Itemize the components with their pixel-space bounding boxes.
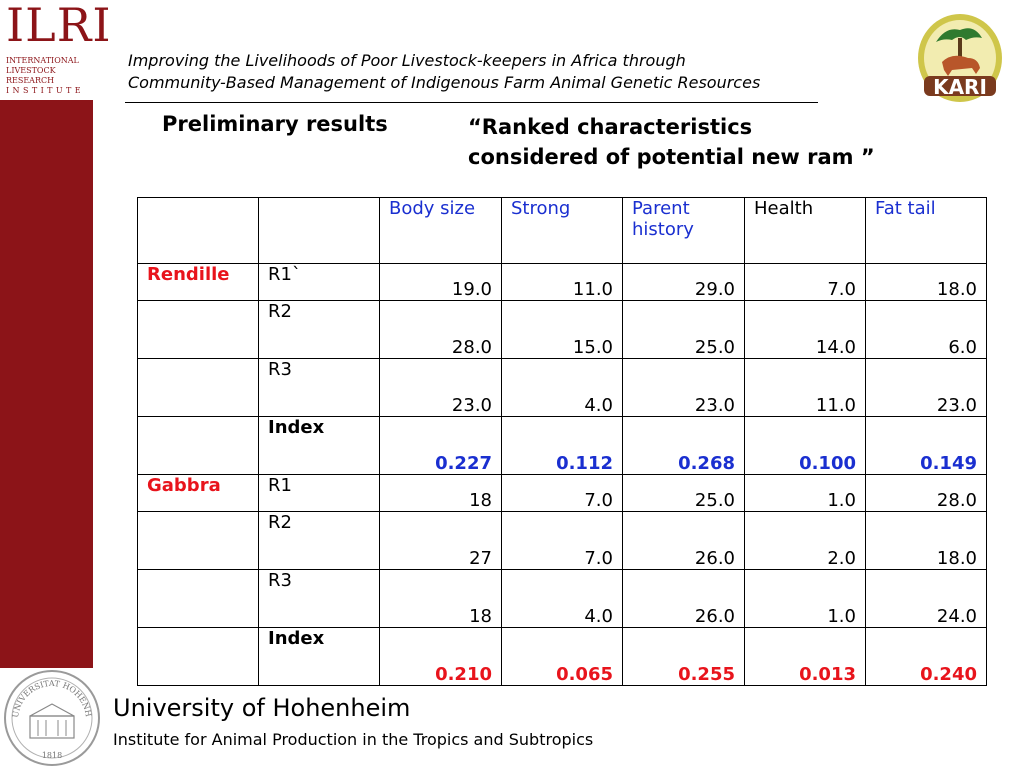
index-cell: 0.268 bbox=[622, 416, 745, 475]
ranking-table: Body size Strong Parent history Health F… bbox=[137, 197, 987, 686]
header-cell-empty-2 bbox=[258, 197, 380, 264]
index-cell: 0.240 bbox=[865, 627, 987, 686]
group-cell-empty bbox=[137, 416, 259, 475]
table-cell: 18 bbox=[379, 569, 502, 628]
row-label: R3 bbox=[258, 569, 380, 628]
sidebar-bar bbox=[0, 100, 93, 668]
kari-logo: KARI bbox=[918, 14, 1002, 102]
subtitle-line1: Improving the Livelihoods of Poor Livest… bbox=[128, 51, 686, 70]
table-cell: 18 bbox=[379, 474, 502, 512]
table-cell: 25.0 bbox=[622, 300, 745, 359]
table-caption: “Ranked characteristics considered of po… bbox=[468, 112, 928, 172]
table-cell: 11.0 bbox=[501, 263, 623, 301]
table-cell: 7.0 bbox=[744, 263, 866, 301]
ilri-logo-line1: INTERNATIONAL bbox=[6, 56, 79, 65]
table-cell: 23.0 bbox=[379, 358, 502, 417]
table-cell: 1.0 bbox=[744, 569, 866, 628]
table-row-index: Index 0.210 0.065 0.255 0.013 0.240 bbox=[137, 627, 987, 686]
table-cell: 26.0 bbox=[622, 569, 745, 628]
table-cell: 25.0 bbox=[622, 474, 745, 512]
kari-logo-text: KARI bbox=[933, 75, 987, 99]
ilri-logo-line2: LIVESTOCK RESEARCH bbox=[6, 66, 56, 85]
table-cell: 4.0 bbox=[501, 569, 623, 628]
institute-name: Institute for Animal Production in the T… bbox=[113, 730, 594, 749]
table-cell: 7.0 bbox=[501, 511, 623, 570]
header-parent-line1: Parent bbox=[632, 198, 690, 219]
row-label-index: Index bbox=[258, 627, 380, 686]
subtitle-line2: Community-Based Management of Indigenous… bbox=[128, 73, 761, 92]
index-cell: 0.210 bbox=[379, 627, 502, 686]
table-cell: 18.0 bbox=[865, 511, 987, 570]
group-cell-empty bbox=[137, 300, 259, 359]
table-cell: 23.0 bbox=[865, 358, 987, 417]
table-cell: 14.0 bbox=[744, 300, 866, 359]
row-label-index: Index bbox=[258, 416, 380, 475]
table-cell: 4.0 bbox=[501, 358, 623, 417]
group-cell-empty bbox=[137, 511, 259, 570]
section-title: Preliminary results bbox=[162, 112, 388, 136]
table-cell: 28.0 bbox=[865, 474, 987, 512]
hohenheim-seal: UNIVERSITAT HOHENHEIM 1818 bbox=[2, 668, 100, 766]
table-row: R3 18 4.0 26.0 1.0 24.0 bbox=[137, 569, 987, 628]
row-label: R2 bbox=[258, 300, 380, 359]
caption-line2: considered of potential new ram ” bbox=[468, 145, 875, 169]
table-cell: 23.0 bbox=[622, 358, 745, 417]
table-cell: 6.0 bbox=[865, 300, 987, 359]
table-cell: 24.0 bbox=[865, 569, 987, 628]
ilri-logo-subtext: INTERNATIONAL LIVESTOCK RESEARCH INSTITU… bbox=[6, 56, 94, 96]
table-row: R3 23.0 4.0 23.0 11.0 23.0 bbox=[137, 358, 987, 417]
table-row: R2 27 7.0 26.0 2.0 18.0 bbox=[137, 511, 987, 570]
table-cell: 27 bbox=[379, 511, 502, 570]
table-cell: 2.0 bbox=[744, 511, 866, 570]
index-cell: 0.100 bbox=[744, 416, 866, 475]
group-cell-empty bbox=[137, 627, 259, 686]
index-cell: 0.255 bbox=[622, 627, 745, 686]
header-body-size: Body size bbox=[379, 197, 502, 264]
table-cell: 26.0 bbox=[622, 511, 745, 570]
table-cell: 18.0 bbox=[865, 263, 987, 301]
ilri-logo-mark: ILRI bbox=[6, 0, 112, 52]
university-name: University of Hohenheim bbox=[113, 694, 411, 722]
index-cell: 0.112 bbox=[501, 416, 623, 475]
index-cell: 0.227 bbox=[379, 416, 502, 475]
table-cell: 1.0 bbox=[744, 474, 866, 512]
seal-year: 1818 bbox=[42, 751, 62, 760]
row-label: R1 bbox=[258, 474, 380, 512]
index-cell: 0.013 bbox=[744, 627, 866, 686]
table-cell: 11.0 bbox=[744, 358, 866, 417]
header-cell-empty-1 bbox=[137, 197, 259, 264]
row-label: R3 bbox=[258, 358, 380, 417]
table-row: Rendille R1` 19.0 11.0 29.0 7.0 18.0 bbox=[137, 263, 987, 301]
header-fat-tail: Fat tail bbox=[865, 197, 987, 264]
ilri-logo: ILRI INTERNATIONAL LIVESTOCK RESEARCH IN… bbox=[4, 0, 112, 98]
group-cell-empty bbox=[137, 569, 259, 628]
index-cell: 0.065 bbox=[501, 627, 623, 686]
table-cell: 19.0 bbox=[379, 263, 502, 301]
ilri-logo-line3: INSTITUTE bbox=[6, 86, 84, 95]
table-row: R2 28.0 15.0 25.0 14.0 6.0 bbox=[137, 300, 987, 359]
project-subtitle: Improving the Livelihoods of Poor Livest… bbox=[128, 50, 828, 94]
caption-line1: “Ranked characteristics bbox=[468, 115, 753, 139]
table-row: Gabbra R1 18 7.0 25.0 1.0 28.0 bbox=[137, 474, 987, 512]
row-label: R2 bbox=[258, 511, 380, 570]
header-parent-history: Parent history bbox=[622, 197, 745, 264]
group-label-gabbra: Gabbra bbox=[137, 474, 259, 512]
index-cell: 0.149 bbox=[865, 416, 987, 475]
header-strong: Strong bbox=[501, 197, 623, 264]
group-label-rendille: Rendille bbox=[137, 263, 259, 301]
header-parent-line2: history bbox=[632, 219, 694, 240]
table-cell: 15.0 bbox=[501, 300, 623, 359]
table-row-index: Index 0.227 0.112 0.268 0.100 0.149 bbox=[137, 416, 987, 475]
table-cell: 7.0 bbox=[501, 474, 623, 512]
group-cell-empty bbox=[137, 358, 259, 417]
table-cell: 28.0 bbox=[379, 300, 502, 359]
header-row: Body size Strong Parent history Health F… bbox=[137, 197, 987, 264]
row-label: R1` bbox=[258, 263, 380, 301]
header-health: Health bbox=[744, 197, 866, 264]
header-divider bbox=[125, 102, 818, 103]
table-cell: 29.0 bbox=[622, 263, 745, 301]
